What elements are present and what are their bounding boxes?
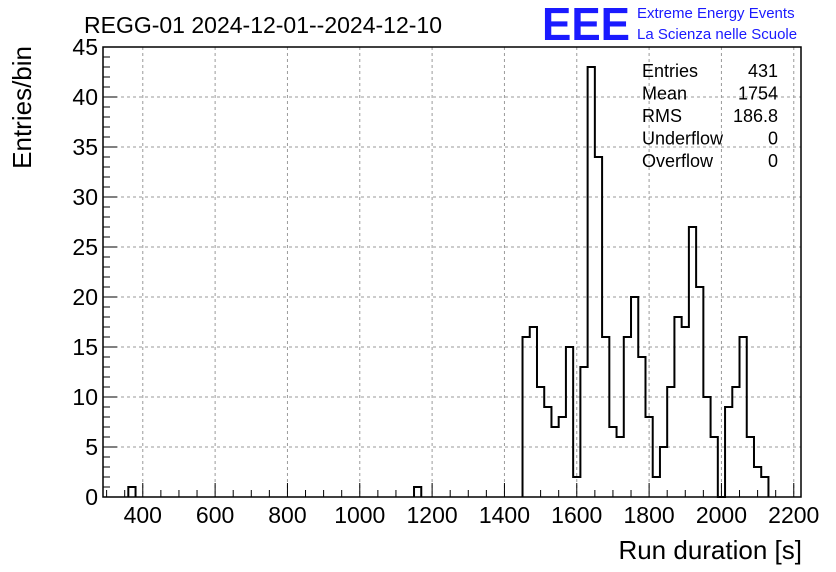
x-tick-label: 2200: [768, 502, 819, 528]
y-axis-title: Entries/bin: [7, 46, 37, 169]
histogram-bin: [617, 437, 624, 497]
y-tick-label: 45: [72, 34, 98, 60]
eee-logo-mark: EEE: [542, 0, 630, 50]
y-tick-label: 30: [72, 184, 98, 210]
x-tick-label: 800: [268, 502, 306, 528]
x-axis-title: Run duration [s]: [618, 535, 802, 565]
x-tick-label: 1800: [624, 502, 675, 528]
histogram-bin: [645, 417, 652, 497]
histogram-bin: [747, 437, 754, 497]
histogram-bin: [667, 387, 674, 497]
axis-tick-labels: 400 600 800 1000 1200 1400 1600 1800 2000 2200051…: [72, 34, 819, 528]
stat-label: Mean: [642, 84, 687, 104]
stat-label: RMS: [642, 106, 682, 126]
histogram-bin: [566, 347, 573, 497]
chart-title: REGG-01 2024-12-01--2024-12-10: [84, 12, 442, 38]
histogram-bin: [660, 447, 667, 497]
histogram-bin: [740, 337, 747, 497]
histogram-bin: [609, 427, 616, 497]
y-tick-label: 0: [85, 484, 98, 510]
histogram-outline: [413, 486, 423, 497]
histogram-outline: [127, 486, 137, 497]
histogram-bin: [689, 227, 696, 497]
histogram-bin: [544, 407, 551, 497]
stat-label: Underflow: [642, 129, 724, 149]
histogram-bin: [754, 467, 761, 497]
x-tick-label: 1200: [407, 502, 458, 528]
histogram-bin: [595, 157, 602, 497]
grid: [103, 47, 801, 497]
stat-value: 0: [768, 151, 778, 171]
histogram-bin: [523, 337, 530, 497]
y-tick-label: 35: [72, 134, 98, 160]
histogram-bin: [725, 407, 732, 497]
stats-box: Entries 431 Mean 1754 RMS 186.8 Underflow 0 Over…: [642, 61, 778, 171]
x-tick-label: 2000: [696, 502, 747, 528]
histogram-bin: [732, 387, 739, 497]
histogram-bins: [127, 66, 770, 498]
eee-logo-line1: Extreme Energy Events: [637, 5, 795, 22]
histogram-bin: [653, 477, 660, 497]
histogram-bin: [537, 387, 544, 497]
histogram-bin: [530, 327, 537, 497]
stat-value: 1754: [738, 84, 778, 104]
x-tick-label: 600: [196, 502, 234, 528]
histogram-bin: [559, 417, 566, 497]
histogram-bin: [551, 427, 558, 497]
histogram-bin: [674, 317, 681, 497]
histogram-outline: [521, 66, 770, 498]
histogram-bin: [638, 357, 645, 497]
histogram-bin: [696, 287, 703, 497]
histogram-bin: [631, 297, 638, 497]
x-tick-label: 1000: [334, 502, 385, 528]
y-tick-label: 15: [72, 334, 98, 360]
stat-value: 0: [768, 129, 778, 149]
stat-value: 431: [748, 61, 778, 81]
x-tick-label: 1400: [479, 502, 530, 528]
x-tick-label: 400: [124, 502, 162, 528]
histogram-bin: [128, 487, 135, 497]
histogram-bin: [588, 67, 595, 497]
y-tick-label: 10: [72, 384, 98, 410]
histogram-bin: [624, 337, 631, 497]
histogram-bin: [703, 397, 710, 497]
histogram-bin: [573, 477, 580, 497]
stat-value: 186.8: [733, 106, 778, 126]
y-tick-label: 40: [72, 84, 98, 110]
stat-label: Entries: [642, 61, 698, 81]
histogram-bin: [761, 477, 768, 497]
eee-logo-line2: La Scienza nelle Scuole: [637, 26, 797, 43]
histogram-bin: [602, 337, 609, 497]
histogram-bin: [580, 367, 587, 497]
eee-logo: EEE Extreme Energy Events La Scienza nel…: [542, 0, 797, 50]
histogram-bin: [414, 487, 421, 497]
histogram-bin: [682, 327, 689, 497]
y-tick-label: 5: [85, 434, 98, 460]
stat-label: Overflow: [642, 151, 714, 171]
plot-frame: [102, 46, 802, 498]
histogram-bin: [711, 437, 718, 497]
y-tick-label: 25: [72, 234, 98, 260]
y-tick-label: 20: [72, 284, 98, 310]
x-tick-label: 1600: [551, 502, 602, 528]
axis-ticks: [103, 46, 795, 498]
